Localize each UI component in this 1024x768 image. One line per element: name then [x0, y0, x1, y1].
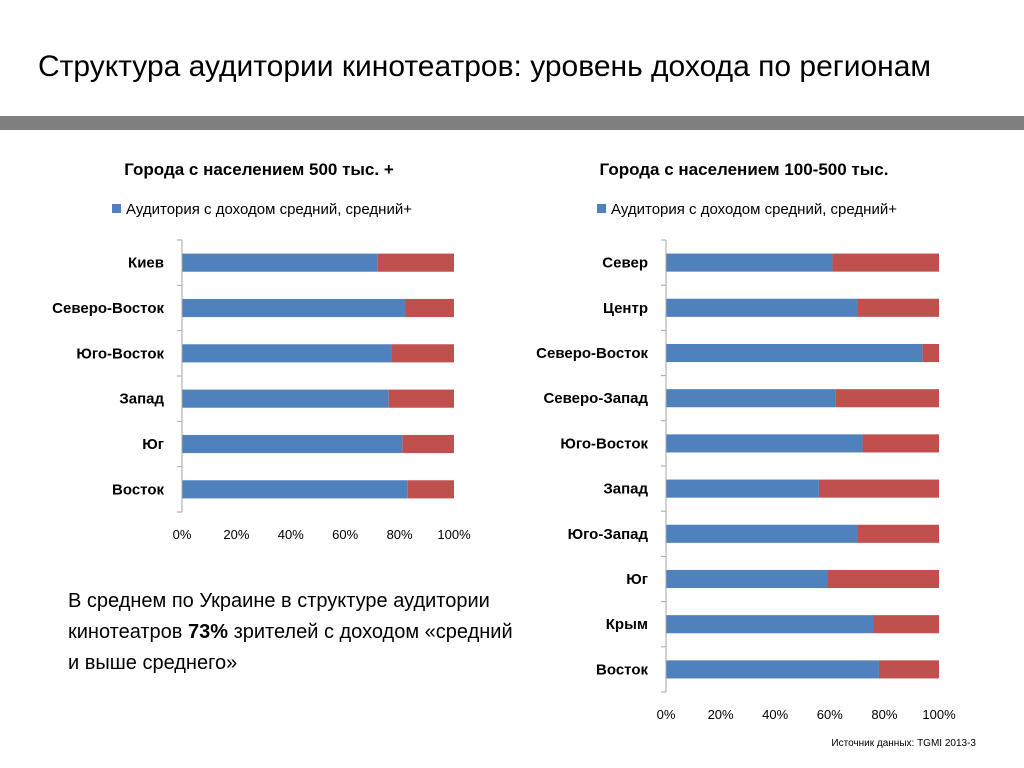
bar-main-segment — [666, 298, 858, 317]
bar-main-segment — [666, 434, 863, 453]
bar-rest-segment — [377, 253, 454, 272]
category-label: Юго-Запад — [568, 526, 649, 543]
bar-main-segment — [182, 480, 408, 499]
summary-text-start: В среднем по Украине в структуре аудитор… — [68, 590, 490, 643]
category-label: Запад — [603, 481, 648, 498]
x-tick-label: 100% — [437, 527, 471, 542]
bar-main-segment — [666, 343, 923, 363]
bar-main-segment — [666, 524, 858, 543]
bar-main-segment — [666, 569, 828, 589]
bar-main-segment — [666, 253, 833, 272]
bar-main-segment — [666, 389, 836, 408]
x-tick-label: 60% — [817, 707, 843, 722]
category-label: Юг — [626, 571, 648, 588]
summary-text: В среднем по Украине в структуре аудитор… — [68, 586, 528, 679]
category-label: Киев — [128, 255, 164, 272]
bar-rest-segment — [835, 389, 939, 408]
bar-rest-segment — [407, 480, 454, 499]
summary-text-end: зрителей с доходом «средний и выше средн… — [68, 621, 513, 674]
category-label: Северо-Запад — [543, 390, 648, 407]
bar-main-segment — [182, 389, 389, 408]
bar-rest-segment — [832, 253, 939, 272]
x-tick-label: 100% — [922, 707, 956, 722]
legend-label: Аудитория с доходом средний, средний+ — [126, 201, 412, 218]
bar-rest-segment — [878, 660, 939, 679]
category-label: Восток — [596, 661, 648, 678]
x-tick-label: 20% — [223, 527, 249, 542]
x-tick-label: 0% — [173, 527, 192, 542]
x-tick-label: 80% — [387, 527, 413, 542]
x-tick-label: 40% — [762, 707, 788, 722]
legend-swatch — [597, 204, 607, 213]
x-tick-label: 40% — [278, 527, 304, 542]
category-label: Северо-Восток — [536, 345, 648, 362]
chart-title: Города с населением 100-500 тыс. — [600, 160, 889, 179]
x-tick-label: 0% — [657, 707, 676, 722]
source-note: Источник данных: TGMI 2013-3 — [831, 738, 976, 749]
bar-main-segment — [182, 434, 403, 454]
summary-highlight: 73% — [187, 621, 229, 643]
category-label: Юго-Восток — [560, 435, 648, 452]
chart-100-500k: Города с населением 100-500 тыс. Аудитори… — [536, 160, 956, 722]
bar-rest-segment — [827, 569, 939, 589]
x-tick-label: 80% — [871, 707, 897, 722]
legend-swatch — [112, 204, 122, 213]
category-label: Север — [602, 255, 648, 272]
bar-rest-segment — [388, 389, 454, 408]
category-label: Крым — [606, 616, 648, 633]
bar-rest-segment — [862, 434, 939, 453]
chart-500k: Города с населением 500 тыс. + Аудитория … — [52, 160, 471, 542]
x-tick-label: 20% — [708, 707, 734, 722]
bar-rest-segment — [405, 298, 454, 318]
category-label: Северо-Восток — [52, 300, 164, 317]
chart-title: Города с населением 500 тыс. + — [124, 160, 394, 179]
bar-rest-segment — [391, 344, 454, 363]
bar-rest-segment — [873, 615, 939, 634]
slide-title: Структура аудитории кинотеатров: уровень… — [38, 50, 932, 83]
bar-main-segment — [182, 344, 392, 363]
bar-main-segment — [182, 298, 406, 318]
charts-area: Города с населением 500 тыс. + Аудитория … — [52, 160, 956, 722]
bar-rest-segment — [857, 298, 939, 317]
bar-main-segment — [666, 479, 819, 498]
bar-main-segment — [666, 615, 874, 634]
category-label: Юго-Восток — [76, 345, 164, 362]
category-label: Восток — [112, 481, 164, 498]
x-tick-label: 60% — [332, 527, 358, 542]
bar-main-segment — [182, 253, 378, 272]
bar-rest-segment — [922, 343, 939, 363]
category-label: Центр — [603, 300, 648, 317]
category-label: Юг — [142, 436, 164, 453]
category-label: Запад — [119, 391, 164, 408]
bar-rest-segment — [857, 524, 939, 543]
legend-label: Аудитория с доходом средний, средний+ — [611, 201, 897, 218]
bar-main-segment — [666, 660, 879, 679]
title-divider — [0, 116, 1024, 130]
bar-rest-segment — [818, 479, 939, 498]
bar-rest-segment — [402, 434, 454, 454]
